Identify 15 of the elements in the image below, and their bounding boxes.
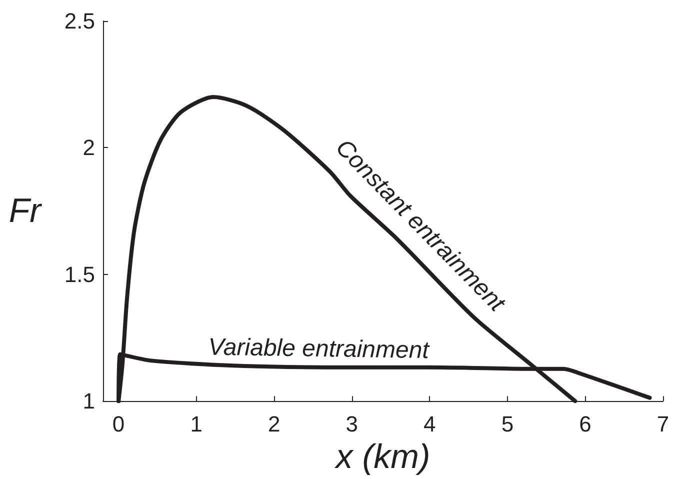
x-tick-label: 0 [112,412,125,437]
x-axis-title: x (km) [334,438,430,476]
x-tick-label: 3 [346,412,358,437]
y-tick-label: 1.5 [64,262,95,287]
y-axis-title: Fr [8,192,43,230]
y-tick-label: 2.5 [64,8,95,34]
x-tick-label: 4 [424,412,436,437]
x-tick-label: 2 [268,412,280,437]
series-label: Variable entrainment [208,334,430,364]
y-tick-label: 1 [82,388,95,414]
x-tick-label: 1 [190,412,202,437]
x-tick-label: 7 [656,412,670,437]
x-tick-label: 6 [579,412,592,437]
x-tick-label: 5 [501,412,514,437]
y-tick-label: 2 [82,135,95,160]
